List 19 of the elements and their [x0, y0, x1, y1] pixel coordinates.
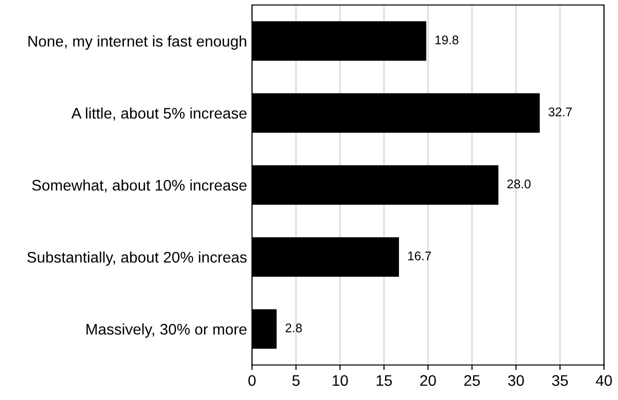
data-label: 16.7	[408, 252, 431, 260]
x-tick-label: 25	[464, 375, 480, 386]
data-label: 2.8	[286, 324, 302, 332]
x-tick-label: 35	[552, 375, 568, 386]
x-tick-label: 5	[292, 375, 300, 386]
data-label: 19.8	[436, 36, 458, 44]
x-tick-label: 15	[376, 375, 392, 386]
y-tick-label: A little, about 5% increase	[71, 107, 246, 120]
y-tick-label: Substantially, about 20% increas	[27, 251, 247, 266]
data-label: 28.0	[507, 180, 531, 188]
x-tick-label: 40	[596, 375, 612, 386]
x-tick-label: 0	[248, 375, 256, 386]
x-tick-label: 30	[508, 375, 524, 386]
x-tick-label: 10	[332, 375, 348, 386]
x-tick-label: 20	[420, 375, 436, 386]
data-label: 32.7	[548, 108, 572, 116]
y-tick-label: Somewhat, about 10% increase	[32, 179, 246, 192]
y-tick-label: Massively, 30% or more	[86, 323, 246, 338]
y-tick-label: None, my internet is fast enough	[28, 35, 246, 50]
